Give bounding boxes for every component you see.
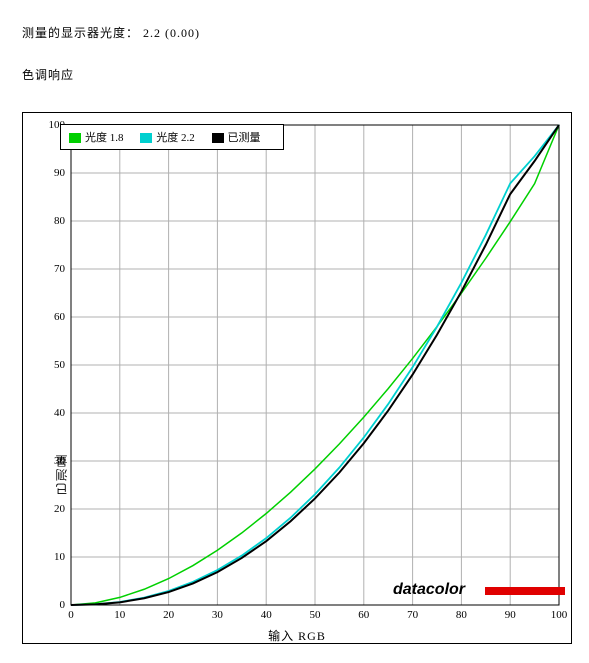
x-tick-label: 90 <box>495 609 525 621</box>
x-tick-label: 40 <box>251 609 281 621</box>
chart-container: 已测量 0102030405060708090100 0102030405060… <box>22 112 572 644</box>
x-tick-label: 50 <box>300 609 330 621</box>
legend-label: 已测量 <box>228 132 261 144</box>
page-root: 测量的显示器光度： 2.2 (0.00) 色调响应 已测量 0 10 20 30 40 5… <box>0 0 589 663</box>
y-tick-label: 50 <box>35 359 65 371</box>
x-axis-label: 输入 RGB <box>23 627 571 644</box>
legend-swatch-gamma18 <box>69 133 81 143</box>
y-tick-label: 80 <box>35 215 65 227</box>
datacolor-watermark: datacolor <box>393 581 465 599</box>
legend-swatch-gamma22 <box>140 133 152 143</box>
y-tick-label: 70 <box>35 263 65 275</box>
legend: 光度 1.8 光度 2.2 已测量 <box>60 124 284 150</box>
x-tick-label: 60 <box>349 609 379 621</box>
x-tick-label: 30 <box>202 609 232 621</box>
y-tick-label: 20 <box>35 503 65 515</box>
legend-item-gamma18: 光度 1.8 <box>69 129 124 145</box>
plot-svg <box>71 125 559 605</box>
x-tick-label: 20 <box>154 609 184 621</box>
x-tick-label: 100 <box>544 609 574 621</box>
tone-response-title: 色调响应 <box>22 66 74 83</box>
y-tick-label: 30 <box>35 455 65 467</box>
plot-area <box>71 125 559 605</box>
legend-label: 光度 1.8 <box>85 132 124 144</box>
y-tick-label: 10 <box>35 551 65 563</box>
x-tick-label: 10 <box>105 609 135 621</box>
y-tick-label: 60 <box>35 311 65 323</box>
measured-gamma-title: 测量的显示器光度： 2.2 (0.00) <box>22 24 200 41</box>
datacolor-bar <box>485 587 565 595</box>
legend-item-gamma22: 光度 2.2 <box>140 129 195 145</box>
x-tick-label: 0 <box>56 609 86 621</box>
legend-item-measured: 已测量 <box>212 129 261 145</box>
x-tick-label: 70 <box>398 609 428 621</box>
y-tick-label: 40 <box>35 407 65 419</box>
y-tick-label: 90 <box>35 167 65 179</box>
x-tick-label: 80 <box>446 609 476 621</box>
legend-swatch-measured <box>212 133 224 143</box>
legend-label: 光度 2.2 <box>156 132 195 144</box>
